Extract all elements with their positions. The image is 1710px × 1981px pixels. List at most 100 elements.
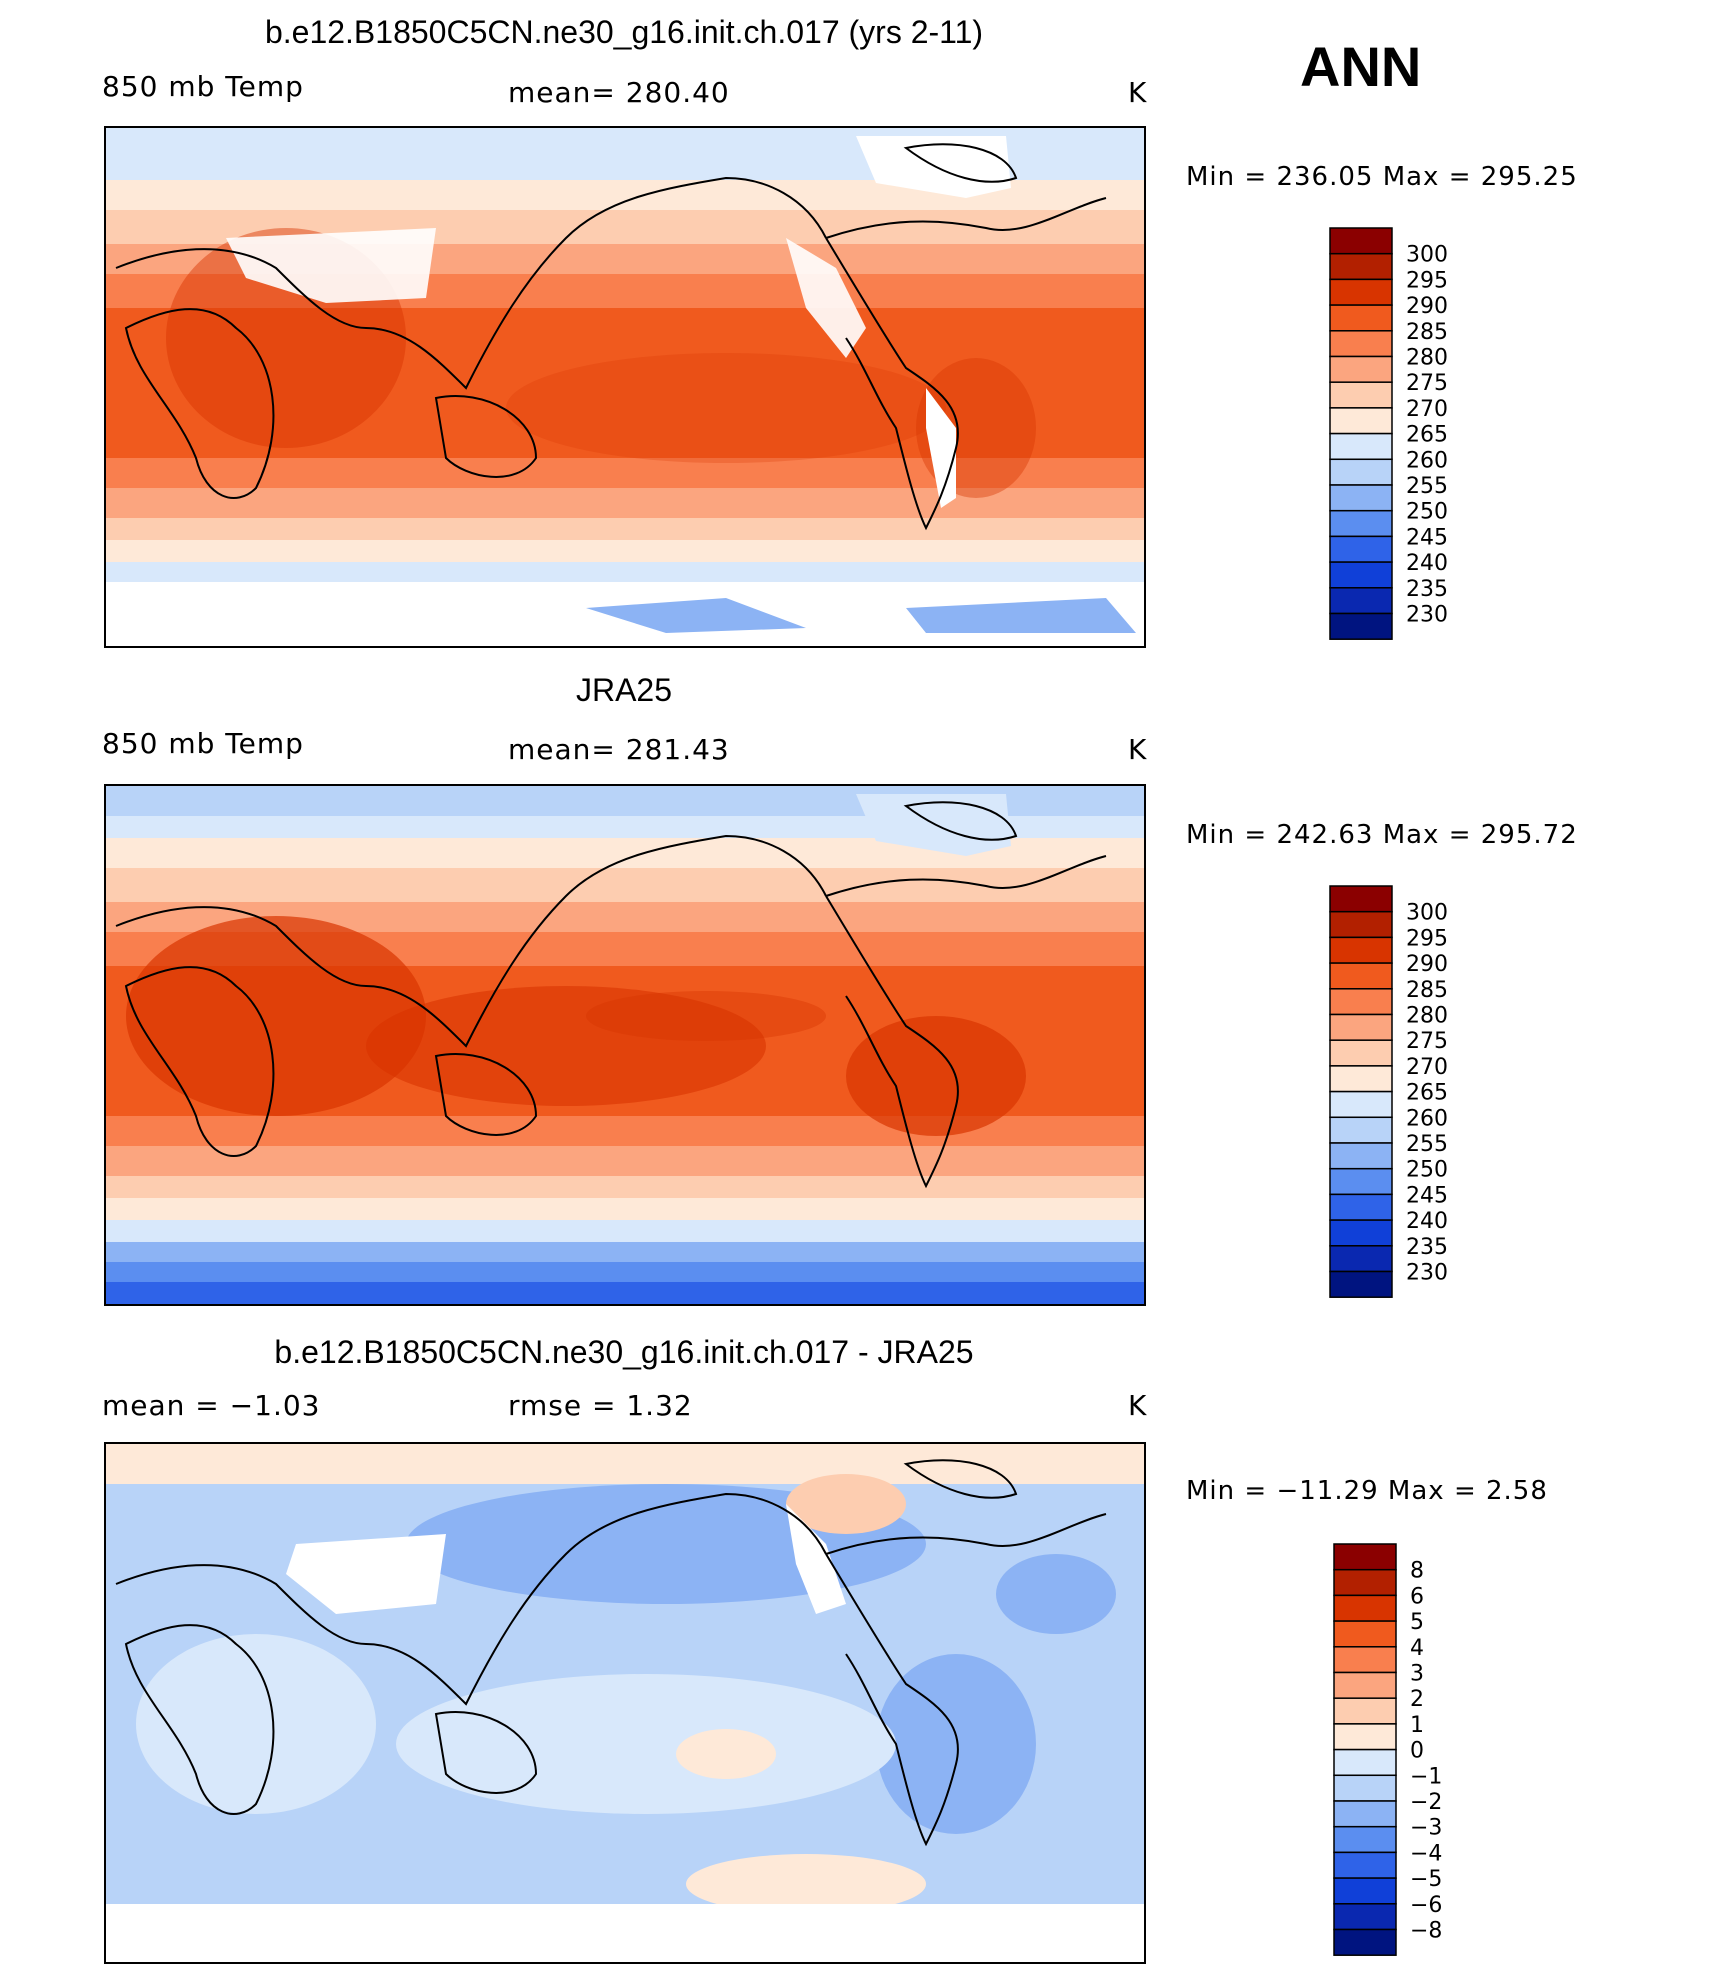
panel3-mean-label: mean = −1.03 <box>102 1389 321 1422</box>
panel1-colorbar-tick-label: 275 <box>1406 371 1448 396</box>
panel1-colorbar-swatch <box>1329 612 1393 640</box>
panel2-variable-label: 850 mb Temp <box>102 727 304 760</box>
panel1-colorbar-swatch <box>1329 355 1393 383</box>
panel2-colorbar-swatch <box>1329 1116 1393 1144</box>
panel1-colorbar-swatch <box>1329 535 1393 563</box>
panel3-colorbar-tick-label: −3 <box>1410 1816 1442 1841</box>
panel1-colorbar-tick-label: 295 <box>1406 268 1448 293</box>
panel1-map <box>104 126 1146 648</box>
panel1-colorbar-swatch <box>1329 407 1393 435</box>
panel2-colorbar-tick-label: 295 <box>1406 926 1448 951</box>
panel3-units-label: K <box>1128 1389 1148 1422</box>
panel1-colorbar-tick-label: 290 <box>1406 294 1448 319</box>
panel3-colorbar-swatch <box>1333 1671 1397 1699</box>
panel2-colorbar-swatch <box>1329 1065 1393 1093</box>
panel2-colorbar-swatch <box>1329 1219 1393 1247</box>
panel2-title: JRA25 <box>575 672 673 708</box>
panel1-colorbar-tick-label: 300 <box>1406 243 1448 268</box>
panel2-colorbar-swatch <box>1329 1193 1393 1221</box>
season-label: ANN <box>1300 35 1422 98</box>
panel2-colorbar-tick-label: 300 <box>1406 901 1448 926</box>
panel1-colorbar-swatch <box>1329 484 1393 512</box>
panel1-title: b.e12.B1850C5CN.ne30_g16.init.ch.017 (yr… <box>264 14 984 50</box>
panel1-colorbar-tick-label: 245 <box>1406 525 1448 550</box>
panel3-colorbar-tick-label: 4 <box>1410 1636 1424 1661</box>
panel2-mean-label: mean= 281.43 <box>508 733 730 766</box>
panel3-title: b.e12.B1850C5CN.ne30_g16.init.ch.017 - J… <box>274 1334 974 1370</box>
panel3-colorbar-tick-label: −2 <box>1410 1790 1442 1815</box>
panel2-colorbar-tick-label: 245 <box>1406 1183 1448 1208</box>
panel1-colorbar-tick-label: 265 <box>1406 423 1448 448</box>
panel2-colorbar-swatch <box>1329 885 1393 913</box>
panel2-colorbar-swatch <box>1329 1245 1393 1273</box>
panel3-colorbar-tick-label: 8 <box>1410 1559 1424 1584</box>
panel2-colorbar-tick-label: 290 <box>1406 952 1448 977</box>
panel1-colorbar-swatch <box>1329 509 1393 538</box>
panel2-colorbar-tick-label: 240 <box>1406 1209 1448 1234</box>
panel1-mean-label: mean= 280.40 <box>508 76 730 109</box>
panel1-colorbar-swatch <box>1329 432 1393 461</box>
panel1-colorbar-swatch <box>1329 458 1393 486</box>
panel3-colorbar-swatch <box>1333 1646 1397 1674</box>
panel2-colorbar-tick-label: 235 <box>1406 1235 1448 1260</box>
panel2-colorbar-tick-label: 265 <box>1406 1081 1448 1106</box>
panel3-colorbar-swatch <box>1333 1594 1397 1622</box>
panel1-colorbar-tick-label: 240 <box>1406 551 1448 576</box>
panel3-colorbar-swatch <box>1333 1851 1397 1879</box>
panel2-colorbar-swatch <box>1329 936 1393 964</box>
panel1-colorbar-swatch <box>1329 278 1393 306</box>
panel2-colorbar-tick-label: 275 <box>1406 1029 1448 1054</box>
panel1-colorbar-swatch <box>1329 304 1393 332</box>
panel2-colorbar-swatch <box>1329 910 1393 939</box>
panel2-colorbar-tick-label: 255 <box>1406 1132 1448 1157</box>
panel3-map <box>104 1442 1146 1964</box>
panel1-colorbar-tick-label: 260 <box>1406 448 1448 473</box>
panel3-colorbar-swatch <box>1333 1800 1397 1828</box>
panel3-colorbar-swatch <box>1333 1877 1397 1905</box>
panel2-units-label: K <box>1128 733 1148 766</box>
panel1-colorbar-swatch <box>1329 252 1393 281</box>
panel3-colorbar-tick-label: 2 <box>1410 1687 1424 1712</box>
panel1-colorbar-swatch <box>1329 381 1393 409</box>
panel1-colorbar-tick-label: 250 <box>1406 500 1448 525</box>
panel2-colorbar-swatch <box>1329 1039 1393 1067</box>
panel2-colorbar-swatch <box>1329 988 1393 1016</box>
panel2-colorbar-tick-label: 260 <box>1406 1106 1448 1131</box>
panel2-colorbar-tick-label: 280 <box>1406 1004 1448 1029</box>
panel3-colorbar-swatch <box>1333 1723 1397 1751</box>
panel3-colorbar-swatch <box>1333 1748 1397 1777</box>
panel2-colorbar-swatch <box>1329 1013 1393 1041</box>
panel2-colorbar-tick-label: 270 <box>1406 1055 1448 1080</box>
panel1-colorbar-tick-label: 255 <box>1406 474 1448 499</box>
panel1-colorbar-tick-label: 230 <box>1406 603 1448 628</box>
panel1-colorbar-swatch <box>1329 561 1393 589</box>
panel3-colorbar-tick-label: −1 <box>1410 1764 1442 1789</box>
panel3-colorbar-tick-label: −4 <box>1410 1841 1442 1866</box>
panel2-colorbar-tick-label: 285 <box>1406 978 1448 1003</box>
panel3-colorbar-tick-label: 1 <box>1410 1713 1424 1738</box>
panel2-map <box>104 784 1146 1306</box>
panel2-colorbar-swatch <box>1329 1167 1393 1196</box>
panel3-colorbar-tick-label: 6 <box>1410 1584 1424 1609</box>
panel3-colorbar-tick-label: −6 <box>1410 1893 1442 1918</box>
panel1-colorbar-swatch <box>1329 587 1393 615</box>
panel3-colorbar-tick-label: 3 <box>1410 1662 1424 1687</box>
panel1-minmax: Min = 236.05 Max = 295.25 <box>1186 162 1578 192</box>
panel2-colorbar: 300 295 290 285 280 275 270 265 260 255 250 245 240 2… <box>1329 885 1470 1300</box>
panel2-colorbar-swatch <box>1329 1090 1393 1119</box>
panel1-colorbar-tick-label: 280 <box>1406 346 1448 371</box>
panel3-colorbar-swatch <box>1333 1903 1397 1931</box>
panel2-colorbar-tick-label: 250 <box>1406 1158 1448 1183</box>
panel3-colorbar-tick-label: −5 <box>1410 1867 1442 1892</box>
panel3-colorbar-swatch <box>1333 1697 1397 1725</box>
panel3-colorbar-tick-label: 5 <box>1410 1610 1424 1635</box>
panel3-colorbar-swatch <box>1333 1568 1397 1597</box>
panel3-colorbar-swatch <box>1333 1928 1397 1956</box>
panel2-colorbar-swatch <box>1329 1142 1393 1170</box>
panel1-colorbar: 300 295 290 285 280 275 270 265 260 255 250 245 240 2… <box>1329 227 1470 642</box>
panel1-colorbar-swatch <box>1329 330 1393 358</box>
panel1-colorbar-tick-label: 270 <box>1406 397 1448 422</box>
panel3-minmax: Min = −11.29 Max = 2.58 <box>1186 1476 1548 1506</box>
panel1-colorbar-tick-label: 235 <box>1406 577 1448 602</box>
panel2-minmax: Min = 242.63 Max = 295.72 <box>1186 820 1578 850</box>
